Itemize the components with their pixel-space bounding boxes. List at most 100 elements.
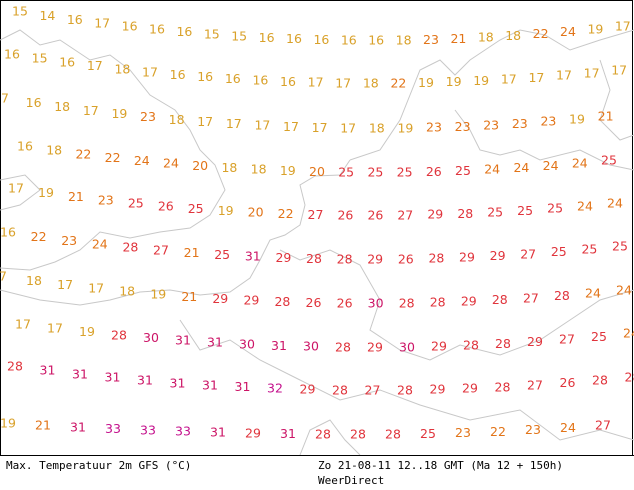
temperature-label: 33: [140, 422, 156, 437]
temperature-label: 17: [308, 75, 324, 90]
temperature-label: 23: [455, 425, 471, 440]
temperature-label: 24: [543, 158, 559, 173]
temperature-label: 28: [274, 294, 290, 309]
temperature-label: 29: [527, 334, 543, 349]
temperature-label: 22: [278, 206, 294, 221]
temperature-label: 24: [560, 24, 576, 39]
temperature-label: 21: [68, 189, 84, 204]
temperature-label: 24: [560, 420, 576, 435]
temperature-label: 18: [119, 284, 135, 299]
temperature-label: 20: [248, 205, 264, 220]
temperature-label: 29: [367, 340, 383, 355]
temperature-label: 31: [235, 379, 251, 394]
temperature-label: 27: [308, 207, 324, 222]
temperature-label: 26: [306, 295, 322, 310]
temperature-label: 14: [39, 8, 55, 23]
temperature-label: 28: [428, 251, 444, 266]
temperature-label: 31: [271, 338, 287, 353]
temperature-label: 18: [26, 273, 42, 288]
temperature-label: 19: [418, 75, 434, 90]
temperature-label: 17: [15, 317, 31, 332]
temperature-label: 17: [501, 72, 517, 87]
temperature-label: 17: [335, 75, 351, 90]
temperature-label: 29: [431, 339, 447, 354]
temperature-label: 30: [368, 296, 384, 311]
temperature-label: 18: [369, 121, 385, 136]
temperature-label: 28: [7, 359, 23, 374]
temperature-label: 7: [1, 91, 9, 106]
temperature-label: 28: [495, 336, 511, 351]
temperature-label: 28: [592, 373, 608, 388]
temperature-label: 25: [551, 244, 567, 259]
temperature-label: 25: [547, 201, 563, 216]
temperature-label: 31: [245, 249, 261, 264]
temperature-label: 25: [455, 163, 471, 178]
temperature-label: 23: [140, 109, 156, 124]
temperature-label: 30: [303, 339, 319, 354]
temperature-label: 25: [591, 329, 607, 344]
temperature-label: 16: [197, 69, 213, 84]
temperature-label: 23: [61, 233, 77, 248]
temperature-label: 16: [4, 47, 20, 62]
temperature-label: 16: [26, 95, 42, 110]
temperature-label: 29: [462, 381, 478, 396]
temperature-label: 27: [153, 242, 169, 257]
temperature-label: 20: [309, 164, 325, 179]
temperature-label: 29: [367, 252, 383, 267]
temperature-labels: 15 14 16 17 16 16 16 15 15 16 16 16 16 16 18 23 21 18 18 22…: [0, 4, 634, 442]
temperature-label: 20: [192, 158, 208, 173]
temperature-label: 28: [492, 292, 508, 307]
temperature-label: 18: [363, 76, 379, 91]
temperature-label: 19: [38, 185, 54, 200]
temperature-label: 17: [556, 68, 572, 83]
temperature-label: 25: [188, 201, 204, 216]
temperature-label: 25: [367, 165, 383, 180]
temperature-label: 19: [280, 163, 296, 178]
temperature-label: 25: [420, 426, 436, 441]
temperature-label: 17: [283, 119, 299, 134]
temperature-label: 7: [0, 269, 7, 284]
temperature-label: 17: [615, 19, 631, 34]
temperature-label: 23: [512, 116, 528, 131]
temperature-label: 28: [337, 251, 353, 266]
temperature-label: 21: [598, 109, 614, 124]
temperature-label: 31: [70, 419, 86, 434]
temperature-label: 28: [495, 379, 511, 394]
temperature-label: 28: [332, 382, 348, 397]
temperature-label: 24: [134, 153, 150, 168]
temperature-label: 28: [554, 288, 570, 303]
footer-source: WeerDirect: [318, 474, 384, 487]
temperature-label: 16: [280, 74, 296, 89]
temperature-label: 17: [142, 64, 158, 79]
temperature-label: 17: [254, 118, 270, 133]
temperature-label: 25: [397, 164, 413, 179]
temperature-label: 16: [17, 139, 33, 154]
temperature-label: 29: [459, 250, 475, 265]
temperature-label: 23: [423, 32, 439, 47]
temperature-label: 21: [184, 245, 200, 260]
temperature-label: 22: [533, 26, 549, 41]
temperature-label: 18: [169, 112, 185, 127]
temperature-label: 28: [315, 426, 331, 441]
temperature-label: 24: [572, 155, 588, 170]
temperature-label: 28: [457, 206, 473, 221]
temperature-label: 28: [397, 382, 413, 397]
temperature-label: 15: [231, 28, 247, 43]
temperature-label: 19: [397, 120, 413, 135]
temperature-label: 28: [111, 327, 127, 342]
temperature-label: 18: [46, 143, 62, 158]
temperature-label: 17: [226, 116, 242, 131]
temperature-label: 23: [455, 119, 471, 134]
temperature-label: 31: [72, 366, 88, 381]
temperature-label: 17: [87, 58, 103, 73]
temperature-label: 24: [577, 198, 593, 213]
temperature-label: 28: [335, 339, 351, 354]
footer-valid-time: Zo 21-08-11 12..18 GMT (Ma 12 + 150h): [318, 459, 563, 472]
temperature-label: 25: [612, 239, 628, 254]
temperature-label: 24: [163, 156, 179, 171]
temperature-label: 24: [585, 286, 601, 301]
temperature-label: 29: [212, 291, 228, 306]
temperature-label: 32: [267, 381, 283, 396]
temperature-label: 17: [197, 114, 213, 129]
